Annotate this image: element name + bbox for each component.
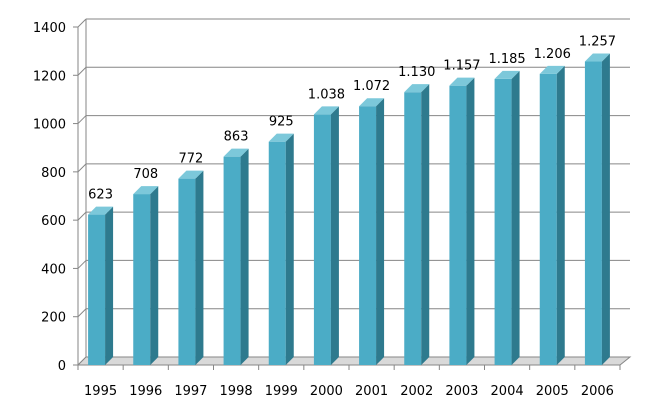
y-tick-label: 1200 xyxy=(33,69,66,84)
bar-top xyxy=(404,84,430,93)
bar-side xyxy=(421,84,430,365)
bar-front xyxy=(359,106,377,365)
bar-side xyxy=(105,206,114,365)
data-label: 1.185 xyxy=(488,52,525,67)
data-label: 1.206 xyxy=(534,47,571,62)
bar-1997 xyxy=(178,170,204,365)
data-label: 1.130 xyxy=(398,65,435,80)
x-tick-label: 1996 xyxy=(129,384,162,399)
bar-top xyxy=(539,65,565,74)
x-tick-label: 1997 xyxy=(174,384,207,399)
x-tick-label: 2006 xyxy=(581,384,614,399)
data-label: 863 xyxy=(224,130,249,145)
bar-1995 xyxy=(88,206,114,365)
bar-side xyxy=(601,53,610,365)
bar-2004 xyxy=(494,70,520,366)
x-tick-label: 2001 xyxy=(355,384,388,399)
data-label: 708 xyxy=(133,167,158,182)
bar-top xyxy=(449,77,475,86)
bar-top xyxy=(268,133,294,142)
x-tick-label: 2004 xyxy=(491,384,524,399)
bar-side xyxy=(466,77,475,365)
bar-front xyxy=(539,73,557,365)
bar-1996 xyxy=(133,186,159,365)
bar-2003 xyxy=(449,77,475,365)
wall-tick xyxy=(77,115,87,124)
bar-1998 xyxy=(223,148,249,365)
bar-1999 xyxy=(268,133,294,365)
y-tick-label: 0 xyxy=(58,359,66,374)
bar-top xyxy=(88,206,114,215)
bar-front xyxy=(133,194,151,365)
bar-front xyxy=(404,92,422,365)
bar-front xyxy=(494,78,512,366)
wall-tick xyxy=(77,260,87,269)
bar-front xyxy=(449,85,467,365)
bar-front xyxy=(313,114,331,365)
y-tick-label: 400 xyxy=(41,262,66,277)
x-tick-label: 1995 xyxy=(84,384,117,399)
bar-top xyxy=(359,98,385,107)
x-tick-label: 2002 xyxy=(400,384,433,399)
data-label: 1.038 xyxy=(308,87,345,102)
bar-top xyxy=(178,170,204,179)
bar-top xyxy=(584,53,610,62)
bar-side xyxy=(150,186,159,365)
x-tick-label: 1998 xyxy=(220,384,253,399)
bar-front xyxy=(268,141,286,365)
wall-tick xyxy=(77,211,87,221)
x-tick-label: 2005 xyxy=(536,384,569,399)
bar-2006 xyxy=(584,53,610,365)
wall-tick xyxy=(77,18,87,28)
y-tick-label: 800 xyxy=(41,166,66,181)
y-tick-label: 1400 xyxy=(33,21,66,36)
y-tick-label: 600 xyxy=(41,214,66,229)
bar-2000 xyxy=(313,106,339,365)
bar-side xyxy=(240,148,249,365)
x-tick-label: 2003 xyxy=(445,384,478,399)
x-tick-label: 2000 xyxy=(310,384,343,399)
bar-side xyxy=(556,65,565,365)
bar-side xyxy=(376,98,385,365)
bar-2002 xyxy=(404,84,430,365)
bar-side xyxy=(195,170,204,365)
data-label: 1.072 xyxy=(353,79,390,94)
bar-side xyxy=(330,106,339,365)
bar-side xyxy=(285,133,294,365)
wall-tick xyxy=(77,308,87,318)
x-tick-label: 1999 xyxy=(265,384,298,399)
bar-side xyxy=(511,70,520,366)
data-label: 623 xyxy=(88,188,113,203)
wall-tick xyxy=(77,66,87,76)
bar-2001 xyxy=(359,98,385,365)
bar-front xyxy=(223,156,241,365)
bar-front xyxy=(584,61,602,365)
bar-top xyxy=(133,186,159,195)
bar-top xyxy=(223,148,249,157)
bar-top xyxy=(313,106,339,115)
data-label: 1.257 xyxy=(579,35,616,50)
data-label: 772 xyxy=(179,152,204,167)
bar-2005 xyxy=(539,65,565,365)
bar-front xyxy=(88,214,106,365)
data-label: 1.157 xyxy=(443,59,480,74)
wall-tick xyxy=(77,163,87,173)
y-tick-label: 1000 xyxy=(33,118,66,133)
bar-top xyxy=(494,70,520,79)
bar-front xyxy=(178,178,196,365)
data-label: 925 xyxy=(269,115,294,130)
y-tick-label: 200 xyxy=(41,311,66,326)
